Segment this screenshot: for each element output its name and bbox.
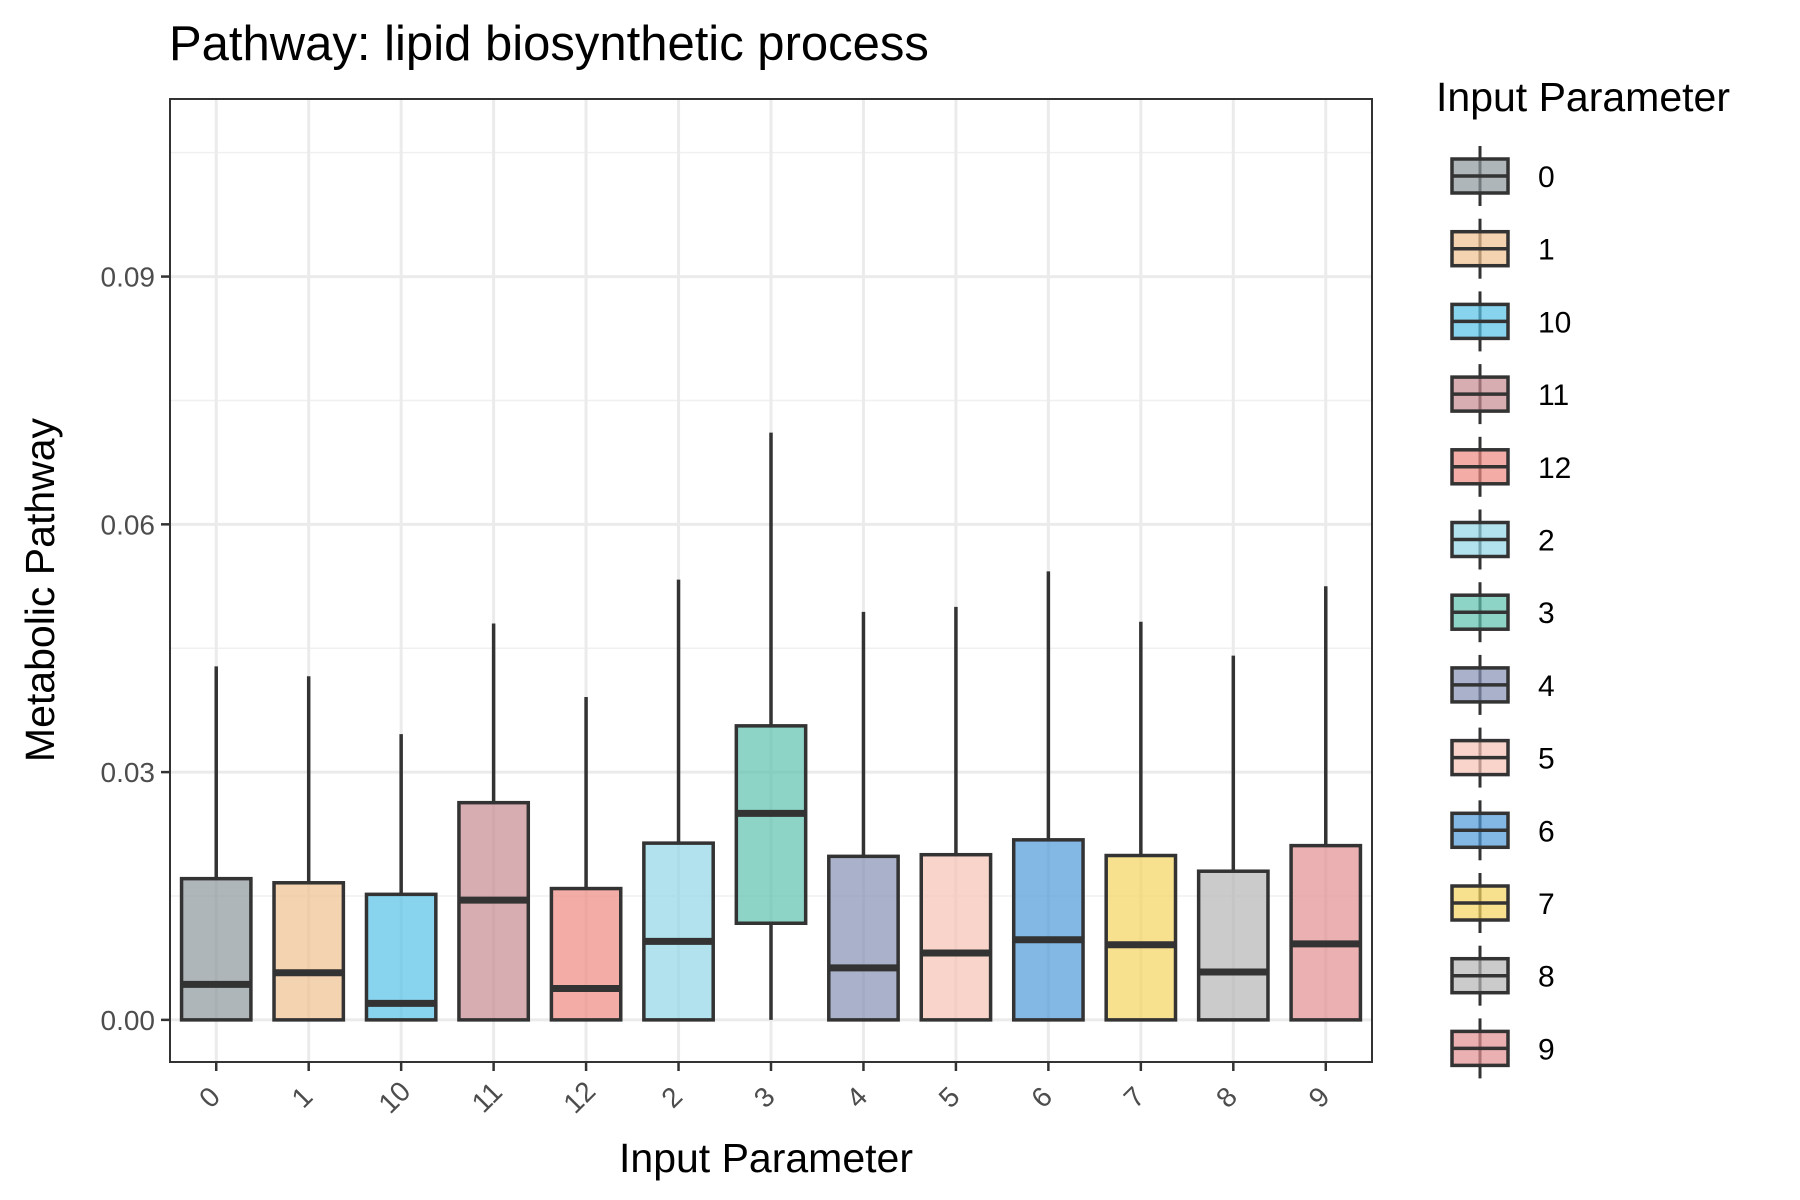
box-iqr — [1196, 869, 1270, 1022]
box-8 — [1196, 655, 1270, 1022]
box-2 — [642, 579, 715, 1022]
legend-label: 0 — [1538, 161, 1555, 194]
x-tick-label: 4 — [840, 1081, 873, 1114]
legend-label: 8 — [1538, 961, 1555, 994]
x-tick-label: 8 — [1210, 1081, 1243, 1114]
legend-label: 1 — [1538, 234, 1555, 267]
box-iqr — [642, 841, 715, 1022]
legend-item-4: 4 — [1450, 654, 1555, 715]
legend-label: 3 — [1538, 597, 1555, 630]
legend-item-7: 7 — [1450, 873, 1555, 933]
box-iqr — [1011, 838, 1085, 1022]
box-7 — [1104, 621, 1178, 1022]
box-3 — [734, 432, 808, 1020]
box-9 — [1289, 586, 1363, 1022]
box-4 — [827, 611, 900, 1022]
box-6 — [1011, 571, 1085, 1022]
legend-item-1: 1 — [1450, 218, 1555, 279]
x-tick-label: 1 — [286, 1081, 319, 1114]
box-iqr — [549, 886, 623, 1022]
legend-label: 9 — [1538, 1033, 1555, 1066]
legend-item-3: 3 — [1450, 582, 1555, 643]
legend-label: 5 — [1538, 743, 1555, 776]
y-tick-label: 0.06 — [101, 509, 156, 540]
x-tick-label: 7 — [1118, 1081, 1151, 1114]
plot-panel: 0.00 0.03 0.06 0.09 0 1 10 11 12 2 3 4 5 6 7 8 9 — [101, 98, 1373, 1119]
box-iqr — [272, 881, 346, 1022]
legend-label: 11 — [1538, 379, 1569, 412]
legend-item-12: 12 — [1450, 436, 1571, 497]
x-tick-label: 3 — [748, 1081, 781, 1114]
box-0 — [179, 666, 253, 1022]
x-tick-label: 10 — [372, 1075, 416, 1119]
x-tick-label: 12 — [557, 1075, 601, 1119]
chart-title: Pathway: lipid biosynthetic process — [169, 17, 929, 71]
legend-item-6: 6 — [1450, 800, 1555, 861]
box-iqr — [179, 876, 253, 1022]
box-iqr — [919, 852, 993, 1022]
legend-item-8: 8 — [1450, 945, 1555, 1006]
box-5 — [919, 606, 993, 1022]
y-tick-label: 0.09 — [101, 262, 156, 293]
box-10 — [364, 734, 438, 1022]
legend-item-0: 0 — [1450, 146, 1555, 206]
legend-item-5: 5 — [1450, 727, 1555, 788]
legend-label: 2 — [1538, 525, 1555, 558]
x-tick-label: 0 — [193, 1081, 226, 1114]
y-tick-label: 0.00 — [101, 1005, 156, 1036]
legend-label: 10 — [1538, 306, 1571, 339]
x-tick-label: 6 — [1025, 1081, 1058, 1114]
legend-item-2: 2 — [1450, 509, 1555, 570]
box-iqr — [827, 854, 900, 1022]
x-tick-label: 11 — [466, 1076, 508, 1118]
y-tick-label: 0.03 — [101, 757, 156, 788]
box-12 — [549, 696, 623, 1022]
legend-title: Input Parameter — [1436, 74, 1730, 120]
box-11 — [457, 623, 531, 1022]
box-iqr — [734, 724, 808, 925]
legend-label: 6 — [1538, 815, 1555, 848]
legend-item-11: 11 — [1450, 364, 1569, 425]
box-iqr — [457, 800, 531, 1022]
legend-item-9: 9 — [1450, 1018, 1555, 1079]
legend-item-10: 10 — [1450, 291, 1571, 352]
box-1 — [272, 676, 346, 1022]
legend-label: 12 — [1538, 452, 1571, 485]
box-iqr — [364, 892, 438, 1022]
x-tick-label: 9 — [1303, 1081, 1336, 1114]
box-iqr — [1104, 853, 1178, 1022]
y-axis-title: Metabolic Pathway — [17, 417, 63, 762]
legend-label: 7 — [1538, 888, 1555, 921]
x-axis-title: Input Parameter — [619, 1135, 913, 1181]
x-tick-label: 2 — [655, 1081, 688, 1114]
legend: 0 1 10 11 12 2 3 4 5 6 7 8 9 — [1450, 146, 1571, 1079]
x-tick-label: 5 — [933, 1081, 966, 1114]
legend-label: 4 — [1538, 670, 1555, 703]
box-iqr — [1289, 843, 1363, 1022]
